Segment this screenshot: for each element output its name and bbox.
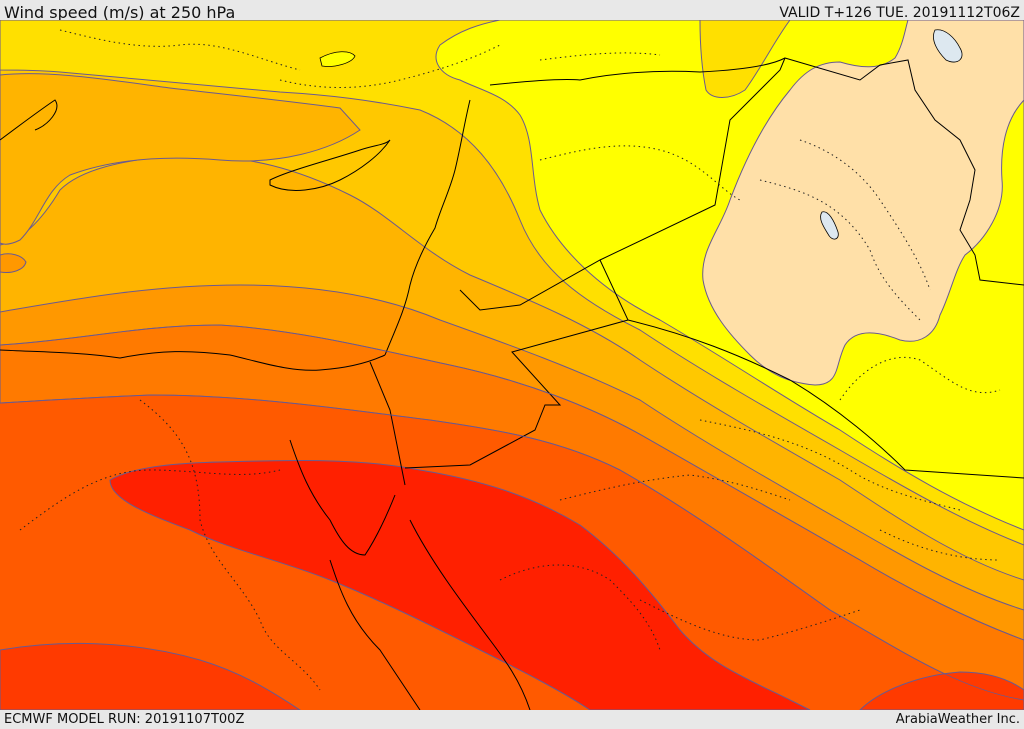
map-canvas <box>0 20 1024 710</box>
lake-2 <box>933 29 963 63</box>
national-borders <box>0 57 1024 710</box>
credit-label: ArabiaWeather Inc. <box>895 712 1020 727</box>
wind-swirl-west <box>0 73 361 245</box>
wind-band-1 <box>702 20 1024 386</box>
valid-time: VALID T+126 TUE. 20191112T06Z <box>779 5 1020 21</box>
lake-1 <box>820 211 839 240</box>
wind-band-9 <box>0 642 301 710</box>
wind-band-9-east <box>859 671 1024 710</box>
wind-tongue-north <box>699 20 791 98</box>
model-run-label: ECMWF MODEL RUN: 20191107T00Z <box>4 712 245 727</box>
province-boundaries <box>19 29 1001 691</box>
isotach-lines <box>0 324 1024 701</box>
footer-bar: ECMWF MODEL RUN: 20191107T00Z ArabiaWeat… <box>0 710 1024 729</box>
wind-speed-map <box>0 20 1024 710</box>
wind-band-10 <box>109 459 811 710</box>
map-title: Wind speed (m/s) at 250 hPa <box>4 3 236 22</box>
wind-swirl-west-inner <box>0 253 27 273</box>
header-bar: Wind speed (m/s) at 250 hPa VALID T+126 … <box>0 0 1024 22</box>
lake-3 <box>319 51 356 67</box>
